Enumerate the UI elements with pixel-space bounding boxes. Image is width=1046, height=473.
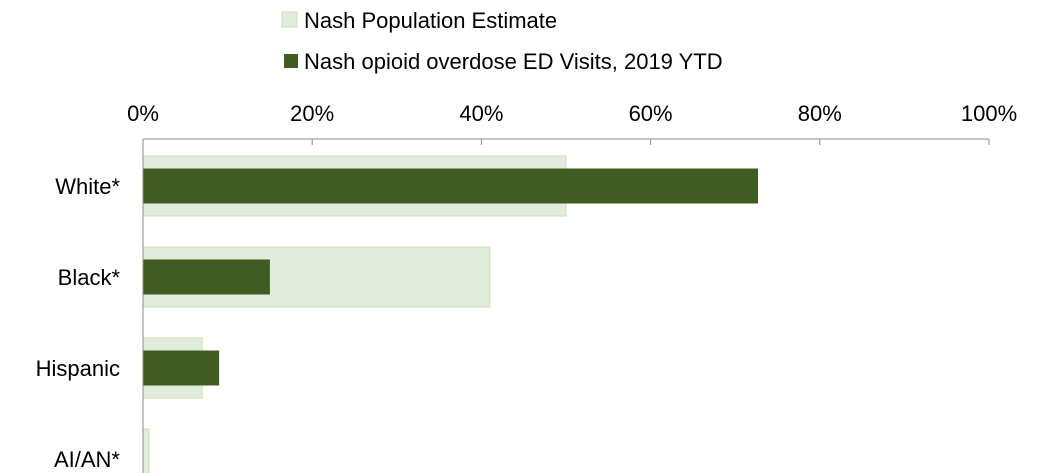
legend-label-population: Nash Population Estimate [304,8,557,33]
category-label: Black* [58,265,121,290]
bar-ed-visits [143,350,220,386]
x-tick-label: 40% [459,101,503,126]
x-tick-label: 100% [961,101,1017,126]
legend-swatch-ed-visits [284,54,298,68]
ed-visit-bars [143,168,759,386]
bar-ed-visits [143,259,270,295]
x-tick-label: 0% [127,101,159,126]
x-tick-label: 80% [798,101,842,126]
x-tick-label: 20% [290,101,334,126]
category-label: White* [55,174,120,199]
legend: Nash Population Estimate Nash opioid ove… [281,8,723,74]
x-tick-label: 60% [629,101,673,126]
category-label: Hispanic [36,356,120,381]
legend-swatch-population [281,11,298,28]
bar-population [142,428,150,473]
legend-label-ed-visits: Nash opioid overdose ED Visits, 2019 YTD [304,49,723,74]
category-labels: White* Black* Hispanic AI/AN* [36,174,121,472]
bar-ed-visits [143,168,759,204]
category-label: AI/AN* [54,447,120,472]
population-bars [142,155,567,473]
x-axis: 0% 20% 40% 60% 80% 100% [127,101,1017,145]
